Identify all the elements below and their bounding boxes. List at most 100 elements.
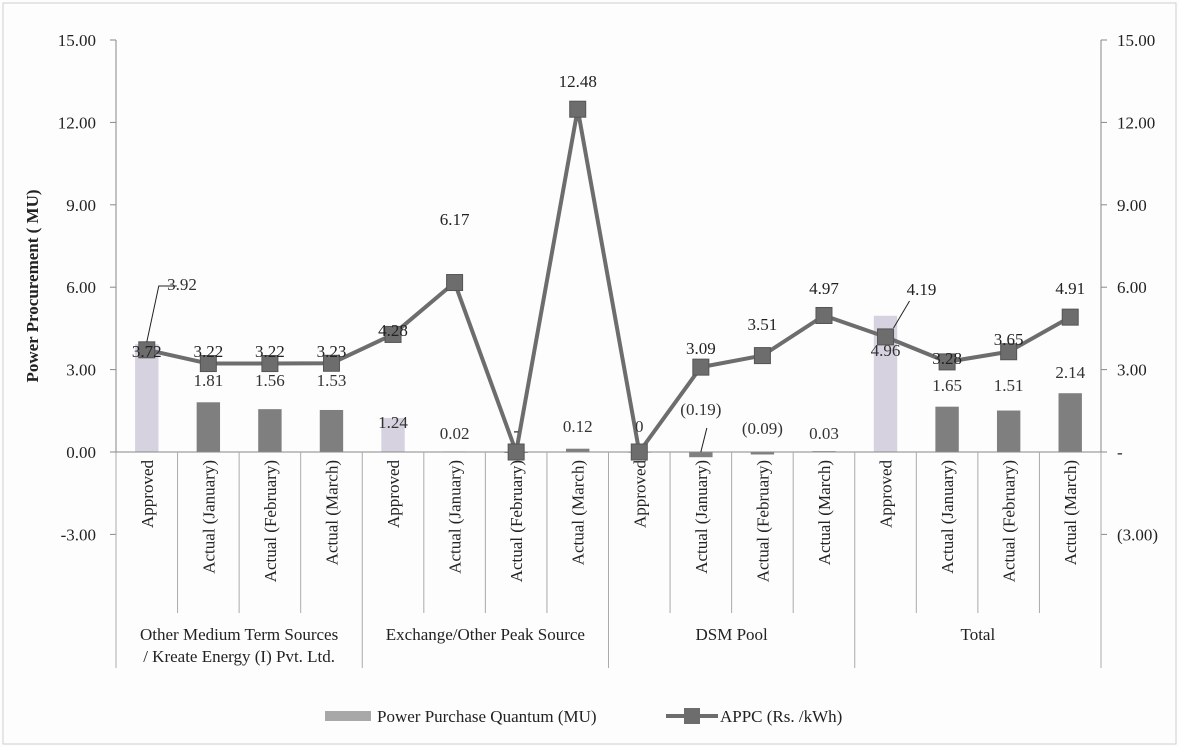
- bar-data-label: 1.81: [193, 371, 223, 390]
- bar-0: [135, 344, 159, 452]
- left-tick-label: 3.00: [66, 361, 96, 380]
- bar-data-label: 1.24: [378, 413, 408, 432]
- appc-marker-8: [630, 443, 648, 461]
- bar-label-leader: [146, 285, 177, 343]
- category-label: Actual (February): [261, 460, 280, 582]
- bar-data-label: -: [513, 421, 519, 440]
- line-data-label: 4.28: [378, 321, 408, 340]
- bar-7: [566, 448, 590, 452]
- appc-marker-2: [261, 355, 279, 373]
- line-data-label: 3.22: [193, 342, 223, 361]
- appc-marker-14: [1000, 343, 1018, 361]
- appc-marker-10: [753, 347, 771, 365]
- category-label: Actual (January): [199, 460, 218, 574]
- category-label: Actual (January): [938, 460, 957, 574]
- bar-label-leader: [700, 427, 708, 453]
- bar-15: [1058, 393, 1082, 452]
- bar-data-label: 1.56: [255, 371, 285, 390]
- right-tick-label: (3.00): [1117, 525, 1158, 544]
- group-label: Exchange/Other Peak Source: [386, 625, 585, 644]
- left-tick-label: -3.00: [61, 525, 96, 544]
- right-tick-label: 12.00: [1117, 113, 1155, 132]
- bar-data-label: 3.92: [167, 275, 197, 294]
- appc-line: [146, 107, 1072, 454]
- bar-data-label: 0.03: [809, 424, 839, 443]
- appc-marker-12: [877, 328, 895, 346]
- y-axis-title: Power Procurement ( MU): [23, 189, 42, 382]
- appc-marker-5: [446, 274, 464, 292]
- left-tick-label: 15.00: [58, 31, 96, 50]
- line-data-label: 3.51: [748, 315, 778, 334]
- right-tick-label: 3.00: [1117, 361, 1147, 380]
- right-tick-label: 9.00: [1117, 196, 1147, 215]
- category-label: Actual (March): [569, 460, 588, 565]
- bar-data-label: 1.65: [932, 376, 962, 395]
- appc-marker-9: [692, 358, 710, 376]
- bar-data-label: 1.53: [317, 371, 347, 390]
- group-label: Total: [961, 625, 996, 644]
- appc-marker-13: [938, 353, 956, 371]
- bar-9: [689, 452, 713, 458]
- bar-data-label: 1.51: [994, 376, 1024, 395]
- category-label: Actual (January): [692, 460, 711, 574]
- line-data-label: 4.19: [907, 280, 937, 299]
- right-tick-label: 15.00: [1117, 31, 1155, 50]
- group-label: / Kreate Energy (I) Pvt. Ltd.: [143, 647, 335, 666]
- line-data-label: 4.91: [1055, 279, 1085, 298]
- bar-3: [319, 409, 344, 452]
- appc-marker-11: [815, 306, 833, 324]
- line-data-label: 4.97: [809, 279, 839, 298]
- line-data-label: 6.17: [440, 210, 470, 229]
- left-tick-label: 9.00: [66, 196, 96, 215]
- bar-10: [750, 452, 775, 455]
- line-data-label: 3.22: [255, 342, 285, 361]
- line-data-label: 3.23: [317, 342, 347, 361]
- category-label: Approved: [877, 460, 896, 528]
- legend-line-marker: [684, 708, 700, 724]
- line-data-label: 3.28: [932, 349, 962, 368]
- appc-marker-1: [199, 355, 217, 373]
- legend-line-label: APPC (Rs. /kWh): [720, 707, 842, 726]
- category-label: Actual (January): [446, 460, 465, 574]
- category-label: Actual (February): [753, 460, 772, 582]
- appc-marker-3: [322, 354, 340, 372]
- legend-bar-label: Power Purchase Quantum (MU): [377, 707, 597, 726]
- appc-marker-15: [1061, 308, 1079, 326]
- line-data-label: 12.48: [559, 72, 597, 91]
- bar-data-label: (0.09): [742, 419, 783, 438]
- group-label: Other Medium Term Sources: [140, 625, 338, 644]
- right-tick-label: -: [1117, 443, 1123, 462]
- category-label: Actual (February): [1000, 460, 1019, 582]
- bar-13: [935, 406, 959, 452]
- right-tick-label: 6.00: [1117, 278, 1147, 297]
- appc-marker-6: [507, 443, 525, 461]
- bar-12: [873, 315, 898, 452]
- category-label: Approved: [138, 460, 157, 528]
- bar-2: [258, 409, 282, 452]
- category-label: Actual (February): [507, 460, 526, 582]
- bar-data-label: 0: [635, 417, 644, 436]
- bar-data-label: 0.02: [440, 424, 470, 443]
- bar-data-label: (0.19): [680, 400, 721, 419]
- line-label-leader: [893, 300, 910, 329]
- left-tick-label: 0.00: [66, 443, 96, 462]
- bar-14: [996, 410, 1021, 452]
- bar-data-label: 0.12: [563, 417, 593, 436]
- category-label: Approved: [630, 460, 649, 528]
- line-data-label: 3.72: [132, 342, 162, 361]
- line-data-label: 3.65: [994, 330, 1024, 349]
- category-label: Actual (March): [322, 460, 341, 565]
- appc-marker-7: [569, 100, 587, 118]
- left-tick-label: 6.00: [66, 278, 96, 297]
- bar-data-label: 4.96: [871, 341, 901, 360]
- group-label: DSM Pool: [695, 625, 768, 644]
- legend-bar-swatch: [325, 711, 371, 721]
- category-label: Actual (March): [815, 460, 834, 565]
- bar-data-label: 2.14: [1055, 363, 1085, 382]
- line-data-label: 3.09: [686, 339, 716, 358]
- bar-1: [196, 402, 221, 452]
- appc-marker-4: [384, 325, 402, 343]
